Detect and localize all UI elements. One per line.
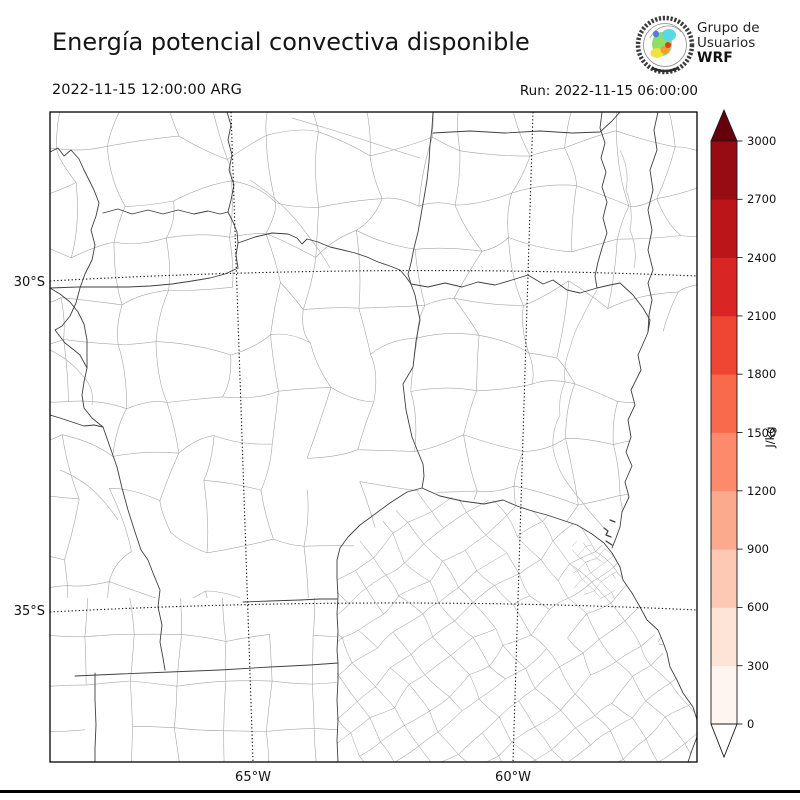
colorbar-segment <box>711 490 737 550</box>
colorbar <box>711 110 743 757</box>
map-frame <box>49 111 698 763</box>
colorbar-tick-label: 1500 <box>747 425 777 440</box>
x-axis-label-65W: 65°W <box>235 770 271 785</box>
province-boundaries <box>50 112 697 762</box>
colorbar-tick-label: 600 <box>747 600 769 615</box>
y-axis-label-35S: 35°S <box>13 604 45 619</box>
river-lines <box>50 117 636 529</box>
gridline-60W <box>512 112 534 762</box>
colorbar-tick-label: 0 <box>747 717 755 731</box>
colorbar-extend-arrow <box>711 110 737 141</box>
logo-text-line2: Usuarios <box>697 35 756 51</box>
mesh-buenos-aires <box>337 488 698 762</box>
colorbar-extend-arrow <box>711 724 737 757</box>
figure-title: Energía potencial convectiva disponible <box>52 28 530 56</box>
colorbar-segment <box>711 257 737 317</box>
logo-text-line3: WRF <box>697 50 733 66</box>
gridline-35S <box>50 602 697 613</box>
colorbar-segment <box>711 549 737 608</box>
colorbar-tick-label: 300 <box>747 658 769 673</box>
colorbar-segment <box>711 374 737 433</box>
colorbar-segment <box>711 199 737 258</box>
colorbar-segment <box>711 315 737 375</box>
bottom-divider-rule <box>0 790 800 793</box>
run-time-label: Run: 2022-11-15 06:00:00 <box>519 83 698 99</box>
colorbar-tick-label: 2100 <box>747 308 777 323</box>
region-underlay <box>337 488 698 762</box>
wrf-users-group-logo-icon <box>635 15 695 75</box>
colorbar-tick-label: 2700 <box>747 192 777 207</box>
gridline-65W <box>230 112 254 762</box>
mesh-la-pampa <box>50 598 338 762</box>
ocean-blank-region <box>612 330 697 762</box>
colorbar-tick-label: 1200 <box>747 483 777 498</box>
colorbar-tick-label: 900 <box>747 542 769 557</box>
y-axis-label-30S: 30°S <box>13 275 45 290</box>
colorbar-tick-label: 3000 <box>747 134 777 148</box>
colorbar-segment <box>711 665 737 725</box>
gridline-30S <box>50 269 697 282</box>
colorbar-segment <box>711 141 737 200</box>
x-axis-label-60W: 60°W <box>495 770 531 785</box>
colorbar-segment <box>711 432 737 492</box>
colorbar-segment <box>711 607 737 667</box>
logo-text-line1: Grupo de <box>697 20 760 36</box>
colorbar-tick-label: 2400 <box>747 250 777 265</box>
valid-time-label: 2022-11-15 12:00:00 ARG <box>52 82 242 98</box>
department-boundaries-mesh <box>50 112 698 762</box>
region-underlay <box>50 598 338 762</box>
colorbar-outline <box>710 108 738 759</box>
colorbar-tick-label: 1800 <box>747 367 777 382</box>
graticule-gridlines <box>50 112 697 762</box>
